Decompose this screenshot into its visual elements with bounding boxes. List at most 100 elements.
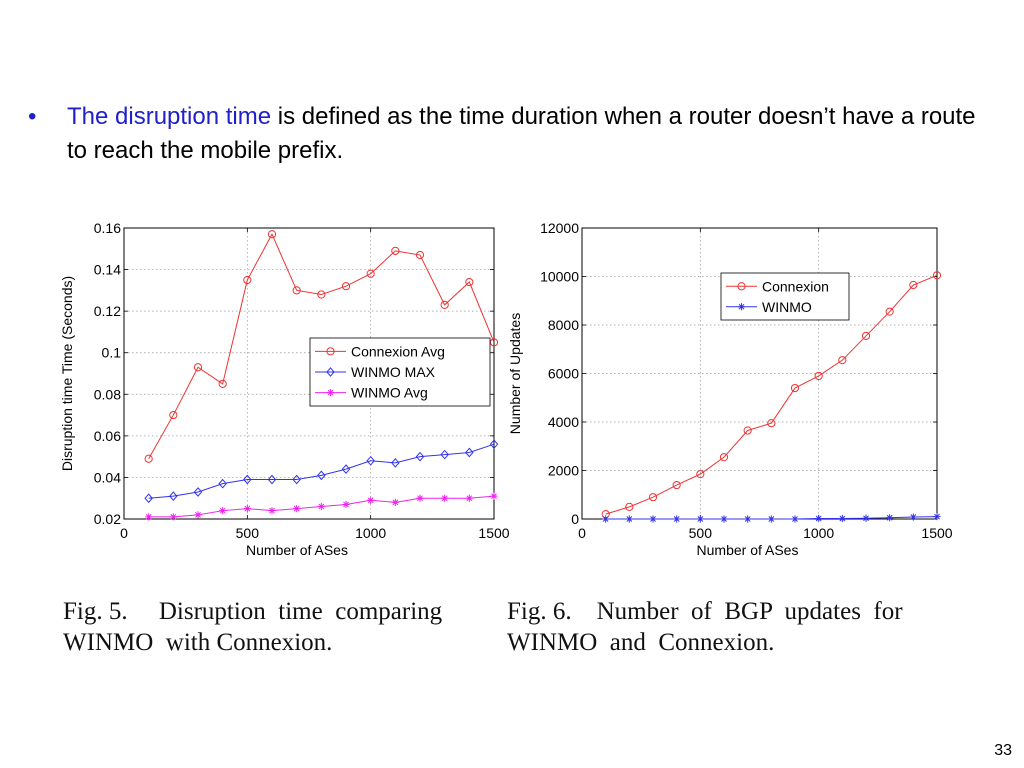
x-tick-label: 1500: [921, 525, 952, 541]
data-point: [814, 371, 823, 381]
legend-label: WINMO Avg: [351, 385, 428, 401]
data-point: [169, 513, 177, 521]
x-axis-label: Number of ASes: [697, 542, 799, 558]
y-tick-label: 0.08: [94, 386, 121, 402]
data-point: [415, 250, 425, 260]
series-winmo-avg: [145, 492, 498, 521]
data-point: [648, 493, 658, 502]
data-point: [391, 246, 400, 255]
data-point: [489, 439, 499, 450]
data-point: [218, 379, 227, 388]
data-point: [267, 474, 277, 485]
data-point: [465, 277, 474, 287]
data-point: [743, 426, 752, 435]
x-tick-label: 1000: [355, 525, 386, 541]
legend-marker: [737, 282, 746, 291]
y-tick-label: 8000: [548, 317, 579, 333]
data-point: [391, 458, 400, 468]
fig5-caption-line1: Fig. 5. Disruption time comparing: [63, 598, 443, 625]
highlight-term: The disruption time: [67, 103, 272, 130]
y-tick-label: 0.06: [94, 428, 121, 444]
data-point: [465, 494, 473, 502]
data-point: [672, 480, 681, 490]
data-point: [696, 515, 704, 523]
bullet-text: The disruption time is defined as the ti…: [67, 100, 988, 168]
data-point: [268, 507, 276, 515]
data-point: [292, 474, 301, 485]
y-axis-label: Disruption time Time (Seconds): [60, 276, 75, 471]
data-point: [145, 513, 153, 521]
y-tick-label: 0.12: [94, 303, 121, 319]
data-point: [767, 515, 775, 523]
data-point: [885, 307, 894, 316]
data-point: [440, 300, 449, 310]
y-tick-label: 6000: [548, 366, 579, 382]
legend-marker: [326, 389, 335, 397]
series-winmo-max: [144, 439, 499, 504]
y-tick-label: 0.1: [102, 345, 122, 361]
data-point: [367, 496, 375, 504]
data-point: [341, 282, 351, 291]
data-point: [218, 478, 227, 489]
data-point: [440, 449, 449, 460]
bullet-point: • The disruption time is defined as the …: [28, 100, 988, 168]
data-point: [317, 502, 325, 511]
data-point: [169, 491, 178, 501]
series-line: [148, 443, 495, 499]
data-point: [441, 494, 449, 502]
data-point: [465, 447, 474, 458]
data-point: [719, 453, 729, 462]
fig5-caption-line2: WINMO with Connexion.: [63, 629, 333, 656]
legend-box: [720, 272, 850, 321]
data-point: [193, 363, 203, 372]
data-point: [625, 502, 634, 511]
x-tick-label: 1500: [478, 525, 509, 541]
data-point: [317, 290, 326, 299]
y-axis-label: Number of Updates: [507, 313, 523, 434]
data-point: [416, 494, 424, 502]
data-point: [861, 331, 871, 341]
data-point: [144, 454, 153, 463]
data-point: [292, 286, 301, 295]
definition-text: is defined as the time duration when a r…: [67, 103, 976, 164]
legend: Connexion Avg WINMO MAX WINMO Avg: [309, 337, 491, 407]
x-tick-label: 1000: [803, 525, 834, 541]
y-tick-label: 0.16: [94, 220, 121, 236]
fig5-caption: Fig. 5. Disruption time comparing WINMO …: [63, 596, 503, 658]
data-point: [933, 512, 941, 521]
series-line: [605, 274, 938, 515]
bullet-dot: •: [28, 103, 37, 130]
series-connexion: [601, 271, 942, 519]
data-point: [243, 474, 252, 485]
x-tick-label: 0: [120, 525, 128, 541]
y-tick-label: 12000: [540, 220, 579, 236]
series-line: [148, 233, 495, 459]
legend-marker: [326, 367, 335, 377]
x-tick-label: 500: [689, 525, 713, 541]
data-point: [490, 492, 498, 500]
data-point: [625, 515, 633, 523]
data-point: [219, 507, 227, 515]
y-tick-label: 4000: [548, 414, 579, 430]
data-point: [169, 410, 178, 420]
legend-label: WINMO MAX: [351, 364, 436, 380]
data-point: [341, 464, 351, 474]
data-point: [767, 419, 776, 428]
fig6-caption-line1: Fig. 6. Number of BGP updates for: [507, 598, 903, 625]
x-tick-label: 500: [236, 525, 260, 541]
legend-label: WINMO: [762, 299, 812, 315]
series-winmo: [602, 512, 941, 523]
legend-label: Connexion Avg: [351, 343, 445, 359]
x-tick-label: 0: [578, 525, 586, 541]
data-point: [342, 500, 350, 509]
data-point: [791, 515, 799, 523]
y-tick-label: 0.02: [94, 511, 121, 527]
data-point: [909, 513, 917, 521]
data-point: [391, 498, 399, 506]
legend-marker: [326, 347, 335, 356]
data-point: [838, 514, 846, 523]
y-tick-label: 0.04: [94, 469, 121, 485]
data-point: [790, 383, 800, 393]
data-point: [193, 487, 203, 497]
data-point: [696, 470, 705, 479]
